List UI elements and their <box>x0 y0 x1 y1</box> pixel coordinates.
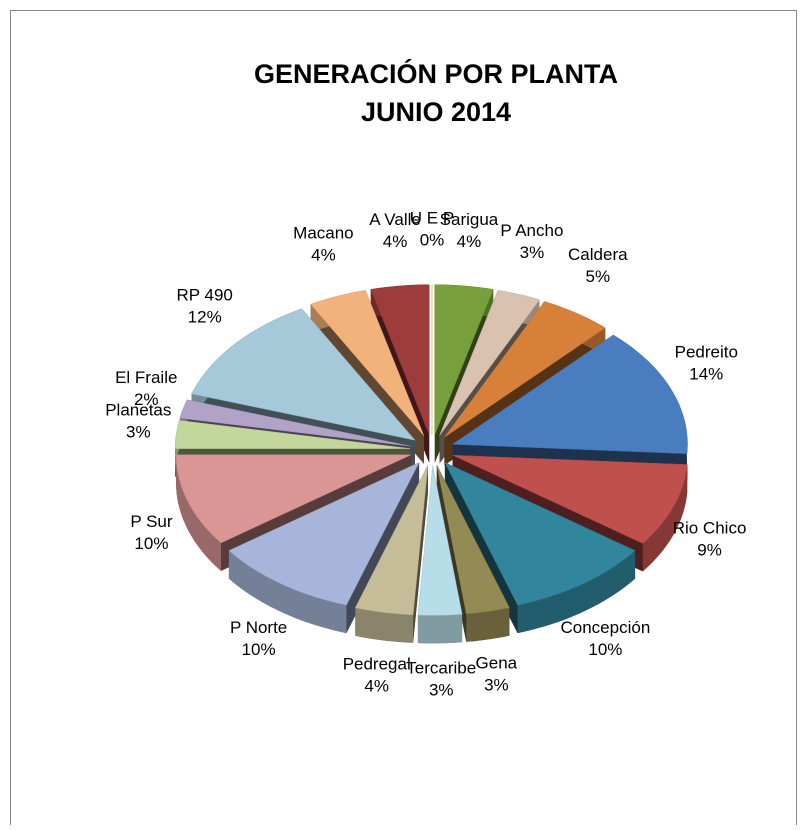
slice-top <box>174 420 411 449</box>
slice-label: U E P <box>410 208 454 227</box>
slice-value-label: 3% <box>484 675 509 694</box>
slice-label: Planetas <box>105 401 171 420</box>
slice-value-label: 4% <box>383 232 408 251</box>
slice-top <box>310 290 425 436</box>
slice-wall <box>417 614 463 644</box>
slice-top <box>191 308 416 441</box>
slice-top <box>452 454 688 544</box>
slice-wall <box>355 607 414 643</box>
slice-label: Caldera <box>568 245 628 264</box>
slice-wall <box>642 464 688 572</box>
slice-top <box>417 465 463 616</box>
slice-label: Rio Chico <box>673 518 747 537</box>
slice-top <box>444 461 636 606</box>
slice-wall <box>517 550 636 634</box>
slice-wall <box>466 607 510 642</box>
slice <box>354 464 429 643</box>
slice-top <box>179 399 411 447</box>
slice-top <box>175 454 412 544</box>
slice-value-label: 14% <box>689 364 723 383</box>
slice-value-label: 4% <box>364 677 389 696</box>
slice-value-label: 12% <box>188 307 222 326</box>
slice-label: Pedreito <box>675 342 738 361</box>
slice-top <box>451 334 688 454</box>
slice-label: Sarigua <box>440 210 499 229</box>
slice-label: RP 490 <box>176 285 232 304</box>
slice-top <box>370 284 430 435</box>
slice <box>417 465 463 644</box>
slice-value-label: 3% <box>520 243 545 262</box>
slice-top <box>439 289 540 436</box>
slice-value-label: 5% <box>586 267 611 286</box>
slice-top <box>434 284 494 435</box>
slice-value-label: 3% <box>429 680 454 699</box>
chart-title: GENERACIÓN POR PLANTA <box>254 58 618 89</box>
slice-value-label: 3% <box>126 423 151 442</box>
slice-value-label: 0% <box>420 230 445 249</box>
chart-subtitle: JUNIO 2014 <box>361 97 511 127</box>
slice-top <box>228 461 420 606</box>
slice-value-label: 4% <box>311 245 336 264</box>
slice-value-label: 10% <box>242 640 276 659</box>
slice-label: El Fraile <box>115 368 177 387</box>
slice-top <box>354 464 429 616</box>
slice-label: Gena <box>476 653 518 672</box>
slice-value-label: 9% <box>697 540 722 559</box>
slice-label: Tercaribe <box>406 658 476 677</box>
slice-top <box>436 464 510 615</box>
slice-label: Concepción <box>561 618 651 637</box>
slice-label: P Norte <box>230 618 287 637</box>
slice-side <box>413 465 428 643</box>
slice-wall <box>176 454 221 571</box>
slice-value-label: 2% <box>134 390 159 409</box>
slice-value-label: 10% <box>134 534 168 553</box>
slice-label: Pedregal <box>343 655 411 674</box>
slice-value-label: 10% <box>588 640 622 659</box>
slice <box>228 461 420 634</box>
slice-wall <box>228 550 347 634</box>
slice-label: Macano <box>293 223 353 242</box>
slice <box>436 464 510 642</box>
slice-label: P Ancho <box>500 221 563 240</box>
slice-value-label: 4% <box>457 232 482 251</box>
slice-top <box>444 301 606 438</box>
slice-label: A Valle <box>369 210 421 229</box>
slice-label: P Sur <box>130 512 173 531</box>
